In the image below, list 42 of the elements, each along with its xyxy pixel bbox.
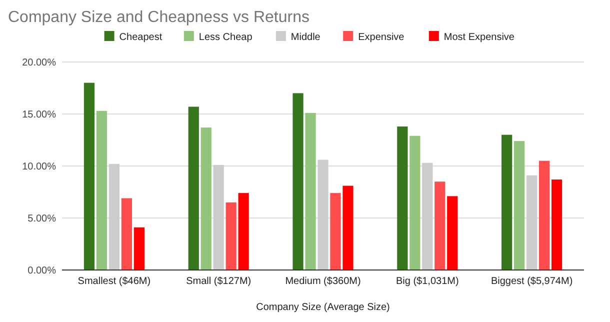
bar xyxy=(188,106,199,270)
bar xyxy=(342,186,354,270)
bar xyxy=(330,193,341,270)
bar xyxy=(514,141,525,270)
x-tick-label: Biggest ($5,974M) xyxy=(490,276,573,287)
bar xyxy=(213,164,224,270)
bar xyxy=(121,198,132,270)
x-tick-label: Big ($1,031M) xyxy=(396,276,459,287)
x-tick-label: Medium ($360M) xyxy=(285,276,361,287)
bar xyxy=(397,126,408,270)
bar xyxy=(108,164,120,270)
y-tick-label: 15.00% xyxy=(22,110,56,120)
bar xyxy=(238,193,249,270)
legend-label: Expensive xyxy=(358,32,405,43)
chart-title: Company Size and Cheapness vs Returns xyxy=(8,9,310,26)
bar xyxy=(410,136,420,270)
bar xyxy=(292,93,304,270)
legend-label: Less Cheap xyxy=(198,32,253,43)
legend-label: Cheapest xyxy=(119,32,162,43)
bar xyxy=(318,160,328,270)
bar xyxy=(422,162,433,270)
bar xyxy=(84,82,95,270)
legend-label: Middle xyxy=(290,32,321,43)
bar xyxy=(96,110,108,270)
legend-label: Most Expensive xyxy=(444,32,515,43)
bar xyxy=(538,160,550,270)
bar xyxy=(226,202,236,270)
y-tick-label: 5.00% xyxy=(28,214,56,224)
bar xyxy=(200,128,212,270)
bar xyxy=(551,180,562,270)
bar xyxy=(305,112,316,270)
bar xyxy=(526,175,538,270)
bar xyxy=(447,196,458,270)
y-tick-label: 0.00% xyxy=(28,266,56,276)
y-tick-label: 10.00% xyxy=(22,162,56,172)
bar xyxy=(434,182,446,270)
bar xyxy=(134,227,144,270)
x-tick-label: Small ($127M) xyxy=(186,276,252,287)
y-tick-label: 20.00% xyxy=(22,58,56,68)
bar xyxy=(502,134,512,270)
x-tick-label: Smallest ($46M) xyxy=(78,276,151,287)
x-axis-title: Company Size (Average Size) xyxy=(256,302,390,313)
